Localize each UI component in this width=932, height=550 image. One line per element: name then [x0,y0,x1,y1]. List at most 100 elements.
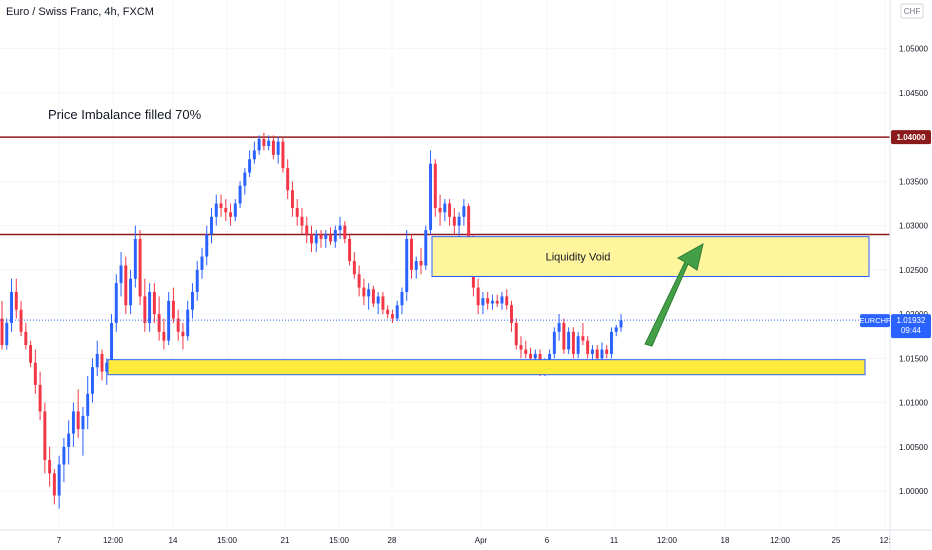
candle-body [295,207,299,217]
candle [476,278,480,315]
candle-body [100,353,104,372]
candle [100,349,104,381]
candle-body [329,234,333,242]
candle [19,300,23,337]
y-tick-label: 1.00000 [899,487,928,496]
candles-layer [0,132,623,509]
y-tick-label: 1.01500 [899,354,928,363]
y-tick-label: 1.02500 [899,266,928,275]
candle [110,314,113,368]
candle [605,345,609,359]
candle [371,285,375,308]
candle-body [405,238,409,292]
candle [352,252,356,279]
candle-body [129,278,133,306]
candle [324,230,328,248]
candle [257,135,261,155]
candle-body [62,446,66,465]
bullish-arrow[interactable] [644,243,704,347]
candle-body [43,411,47,461]
candle [205,225,209,266]
imbalance-annotation[interactable]: Price Imbalance filled 70% [48,107,202,122]
candle-body [38,384,42,412]
candle [376,291,380,315]
candle [114,274,118,332]
candle-body [105,362,109,372]
candle [286,159,290,200]
candle-body [595,349,599,359]
candle-body [614,327,618,332]
candle-body [371,289,375,304]
candle [524,340,528,359]
candle [310,225,313,253]
candle [10,278,13,332]
candle [619,314,623,332]
liquidity-void-label: Liquidity Void [546,252,611,264]
candle-body [410,238,413,270]
candle [252,141,256,164]
candle [133,225,137,288]
currency-badge-label: CHF [904,7,921,16]
candle-body [586,340,590,354]
candle-body [533,353,537,359]
candle [200,247,204,279]
candle-body [224,207,228,213]
candle-body [610,331,613,354]
candle [614,324,618,337]
candle-body [281,141,285,169]
x-tick-label: 11 [610,536,619,545]
time-axis-ticks: 7 12:00 14 15:00 21 15:00 28 Apr 6 11 12:00 18 12:00… [57,536,891,545]
candle-body [229,212,233,217]
candle-body [419,261,423,266]
candle-body [33,362,37,385]
candle-body [429,163,433,231]
liquidity-void-zone[interactable] [431,236,870,278]
candle-body [0,318,4,346]
candle-body [486,298,490,304]
candle [43,402,47,474]
candle-body [176,318,180,332]
candle-body [290,190,294,208]
candle-body [310,234,313,244]
candle [610,327,613,359]
candle [281,137,285,173]
x-tick-label: 7 [57,536,62,545]
candle [414,256,418,279]
candle [462,199,466,226]
x-tick-label: 21 [281,536,290,545]
candle-body [514,322,518,346]
candle [505,289,509,310]
candle [424,225,428,270]
candle [229,203,233,226]
candle [195,261,199,301]
candle-body [52,473,56,496]
candle-body [505,296,509,306]
candle-body [195,269,199,292]
candle [24,322,28,350]
candle-body [590,349,594,354]
candle [395,300,399,322]
candle [167,291,171,346]
candle-body [352,261,356,275]
candle [452,207,456,235]
support-zone[interactable] [107,359,866,376]
candle [319,230,323,248]
candle-body [24,331,28,346]
candle-body [90,367,94,394]
currency-badge[interactable]: CHF [900,3,924,19]
candle [405,230,409,301]
candle-body [57,464,61,496]
candle [386,305,390,319]
candle-body [314,234,318,244]
last-price-value: 1.01932 [897,316,926,325]
candle [62,437,66,483]
y-tick-label: 1.04500 [899,89,928,98]
candle-body [233,203,237,217]
candle [500,291,504,310]
candle [90,358,94,403]
candle-body [414,261,418,270]
candle [495,294,499,308]
candle-body [362,287,366,297]
candle [290,181,294,217]
